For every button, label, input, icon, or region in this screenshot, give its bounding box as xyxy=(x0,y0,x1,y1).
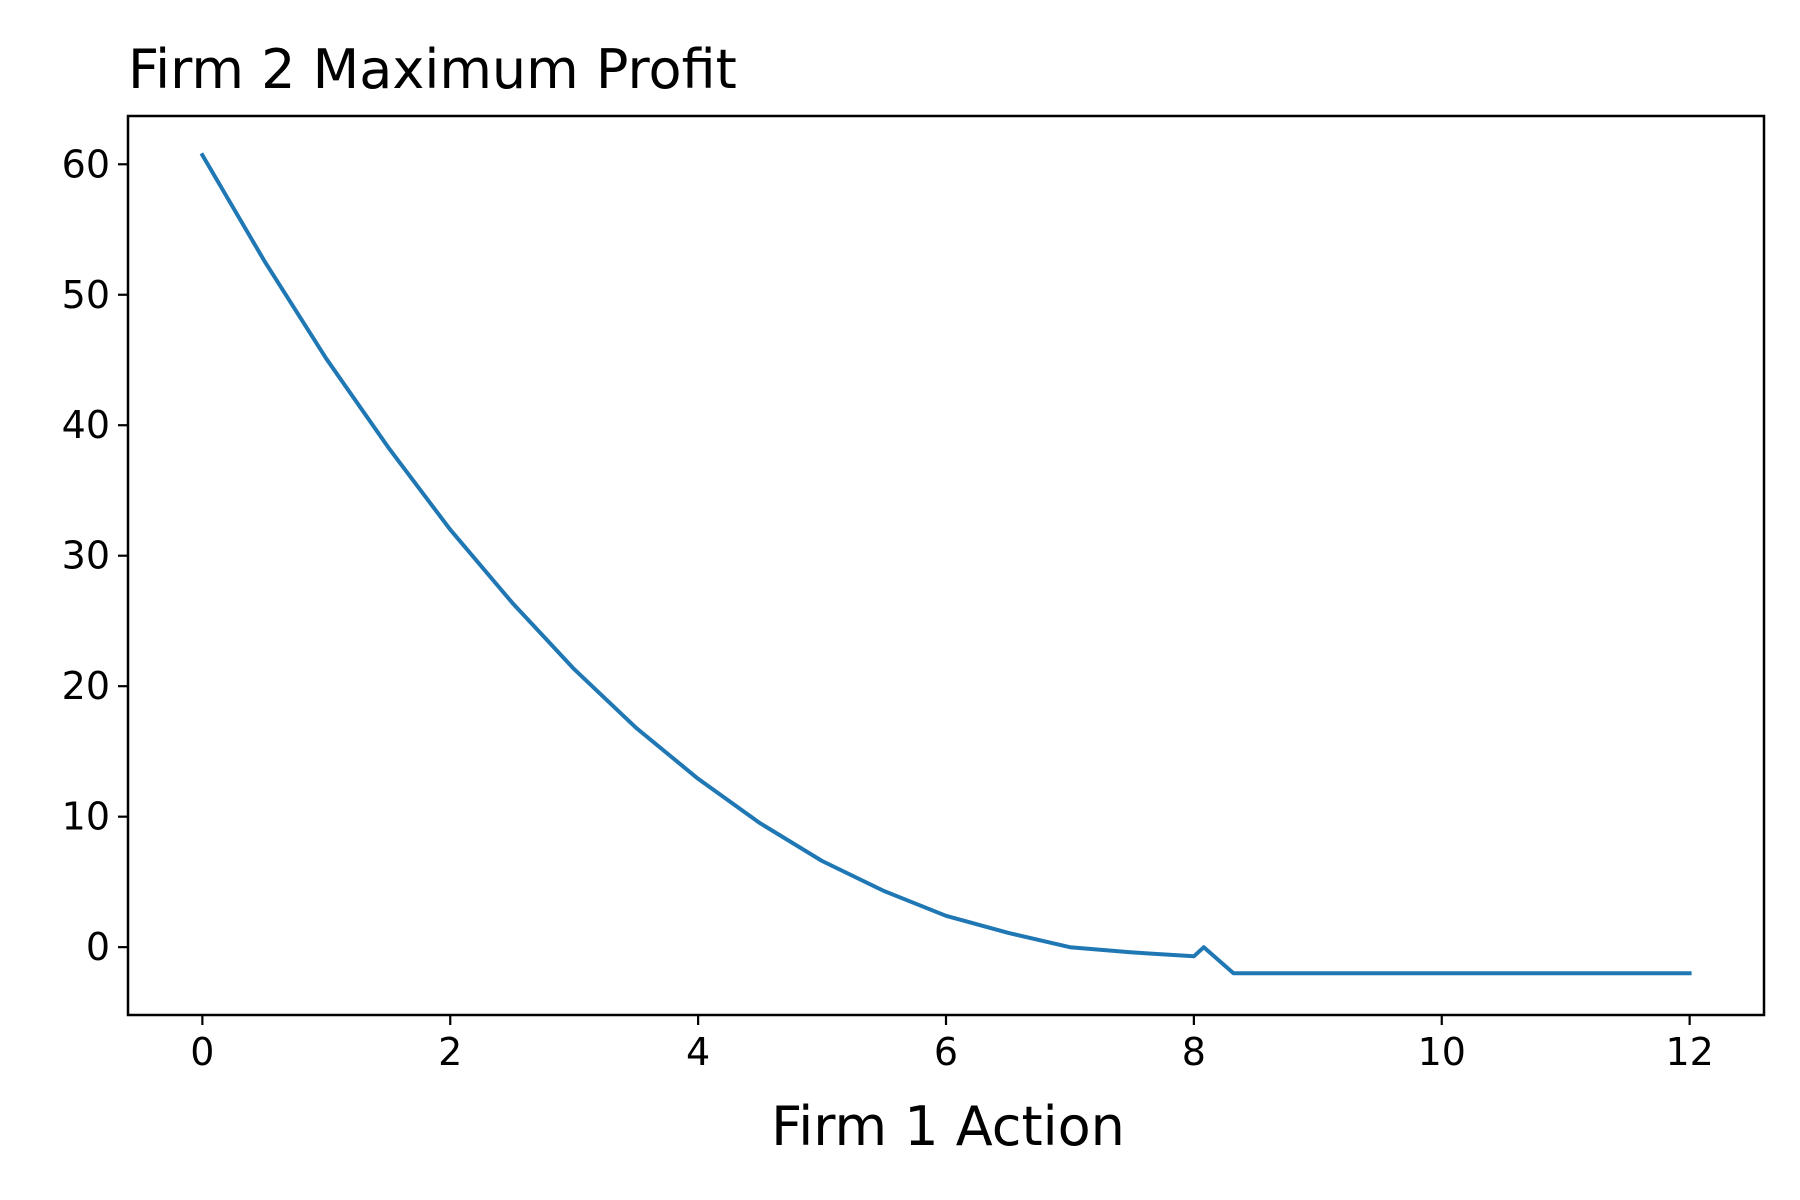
y-tick-label: 0 xyxy=(86,925,110,969)
x-axis: 0 2 4 6 8 10 12 xyxy=(190,1015,1714,1074)
x-axis-label: Firm 1 Action xyxy=(771,1095,1125,1158)
y-axis: 0 10 20 30 40 50 60 xyxy=(62,142,128,969)
y-tick-label: 60 xyxy=(62,142,110,186)
x-tick-label: 6 xyxy=(934,1030,958,1074)
x-tick-label: 0 xyxy=(190,1030,214,1074)
y-tick-label: 50 xyxy=(62,273,110,317)
x-tick-label: 10 xyxy=(1418,1030,1466,1074)
y-tick-label: 30 xyxy=(62,534,110,578)
y-tick-label: 40 xyxy=(62,403,110,447)
y-tick-label: 20 xyxy=(62,664,110,708)
y-tick-label: 10 xyxy=(62,795,110,839)
chart-title: Firm 2 Maximum Profit xyxy=(128,38,737,101)
x-tick-label: 4 xyxy=(686,1030,710,1074)
x-tick-label: 12 xyxy=(1665,1030,1713,1074)
series-line-0 xyxy=(199,152,1692,976)
x-tick-label: 2 xyxy=(438,1030,462,1074)
x-tick-label: 8 xyxy=(1182,1030,1206,1074)
plot-frame xyxy=(126,114,1766,1017)
plot-area xyxy=(199,152,1692,976)
